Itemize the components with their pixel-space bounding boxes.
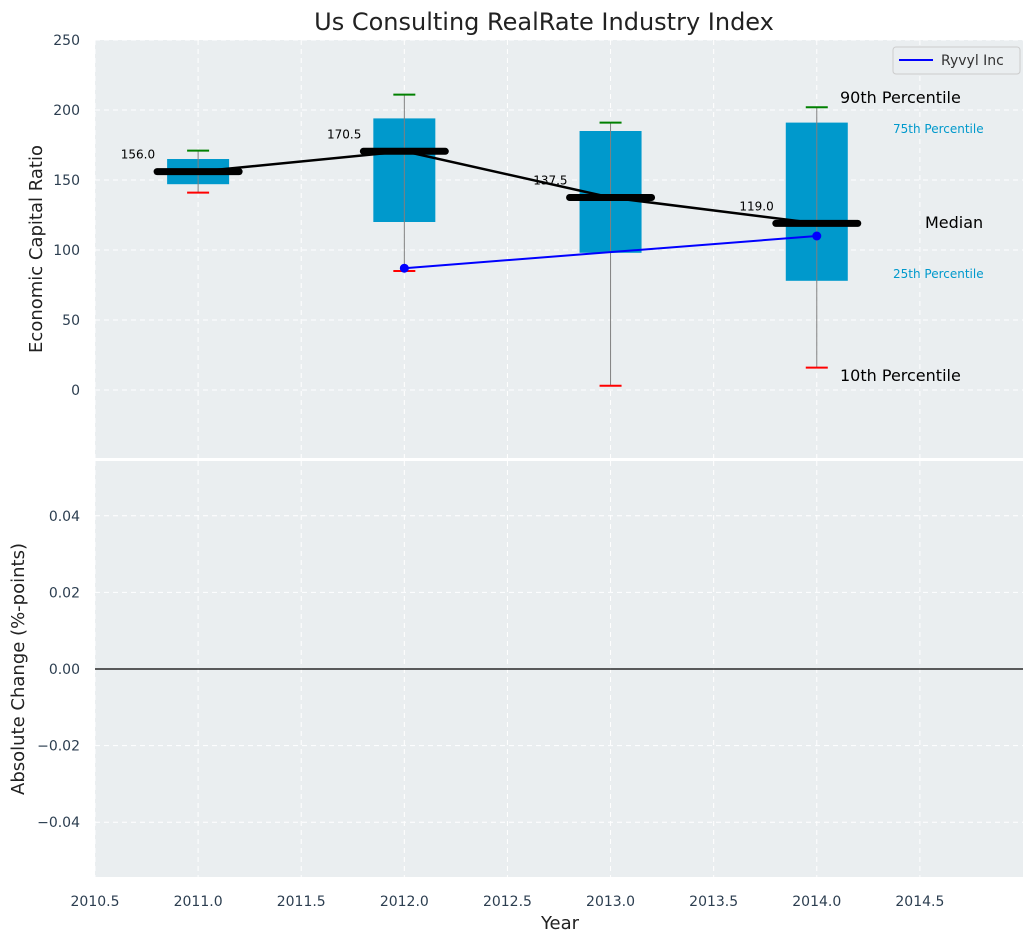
label-median: Median [925,213,983,232]
legend: Ryvyl Inc [892,46,1021,75]
median-value-label: 156.0 [121,148,155,162]
bottom-y-tick-label: 0.04 [49,509,80,525]
x-tick-label: 2014.5 [895,894,944,910]
top-y-tick-label: 150 [53,173,80,189]
top-y-tick-label: 100 [53,243,80,259]
bottom-y-tick-label: 0.00 [49,662,80,678]
bottom-panel: −0.04 −0.02 0.00 0.02 0.04 2010.5 2011.0 2011.… [8,461,1023,934]
x-tick-label: 2012.5 [483,894,532,910]
median-value-label: 119.0 [739,199,773,213]
x-tick-label: 2011.0 [174,894,223,910]
series-point-ryvyl [399,263,409,273]
median-value-label: 137.5 [533,174,567,188]
bottom-y-tick-label: −0.02 [37,739,80,755]
bottom-y-tick-label: 0.02 [49,585,80,601]
label-75th-percentile: 75th Percentile [893,122,984,136]
x-tick-label: 2014.0 [792,894,841,910]
bottom-y-axis-label: Absolute Change (%-points) [8,543,29,795]
x-tick-label: 2013.0 [586,894,635,910]
x-tick-label: 2012.0 [380,894,429,910]
median-value-label: 170.5 [327,127,361,141]
top-y-tick-label: 50 [62,313,80,329]
label-90th-percentile: 90th Percentile [840,88,961,107]
top-y-tick-label: 250 [53,33,80,49]
legend-label-ryvyl: Ryvyl Inc [941,53,1004,69]
x-tick-label: 2010.5 [71,894,120,910]
x-tick-label: 2013.5 [689,894,738,910]
top-panel: 0 50 100 150 200 250 156.0 170.5 137.5 119.0 Eco… [26,33,1023,458]
x-tick-label: 2011.5 [277,894,326,910]
top-y-tick-label: 200 [53,103,80,119]
bottom-y-tick-label: −0.04 [37,815,80,831]
top-y-tick-label: 0 [71,383,80,399]
top-y-axis-label: Economic Capital Ratio [26,145,47,353]
median-trend-line [197,150,817,225]
legend-box [892,46,1021,75]
chart-title: Us Consulting RealRate Industry Index [314,8,774,36]
x-axis-label: Year [540,913,580,934]
label-25th-percentile: 25th Percentile [893,267,984,281]
series-point-ryvyl [812,231,822,241]
label-10th-percentile: 10th Percentile [840,366,961,385]
series-line-ryvyl [404,235,817,270]
